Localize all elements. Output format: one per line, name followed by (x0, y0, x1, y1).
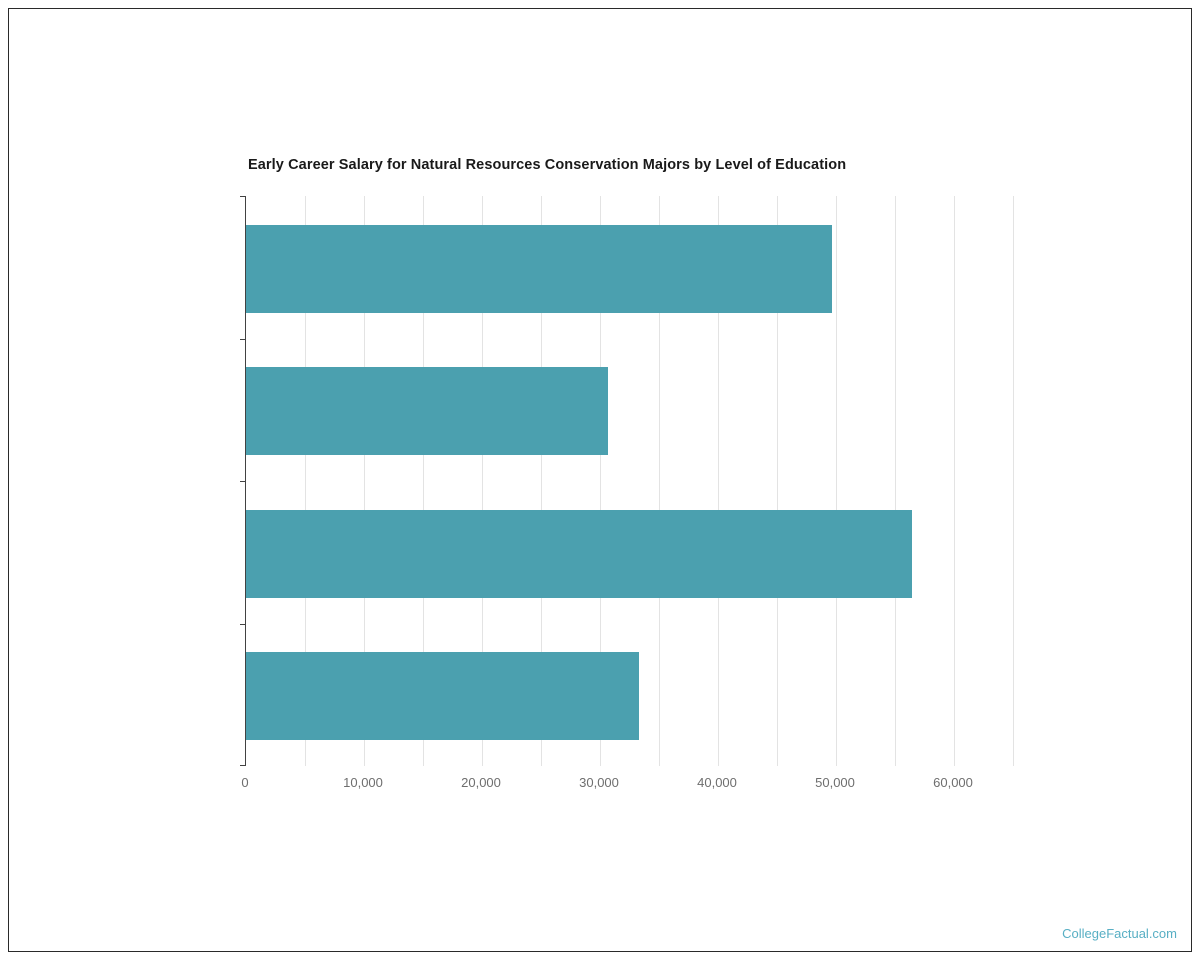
gridline (423, 196, 424, 766)
y-axis-tick (240, 481, 246, 482)
gridline (482, 196, 483, 766)
gridline (600, 196, 601, 766)
x-axis-labels: 0 10,000 20,000 30,000 40,000 50,000 60,000 (241, 775, 1012, 795)
chart-title: Early Career Salary for Natural Resource… (248, 157, 847, 173)
gridline (1013, 196, 1014, 766)
bar (246, 367, 609, 456)
gridline (777, 196, 778, 766)
watermark-link[interactable]: CollegeFactual.com (1062, 926, 1177, 941)
y-axis-tick (240, 338, 246, 340)
gridline (954, 196, 955, 766)
y-axis-tick (240, 196, 246, 197)
gridline (305, 196, 306, 766)
y-axis-tick (240, 623, 246, 625)
gridline (541, 196, 542, 766)
x-axis-tick-label: 50,000 (815, 775, 855, 790)
plot-area (240, 196, 1014, 766)
x-axis-tick-label: 40,000 (697, 775, 737, 790)
y-axis-tick (240, 765, 246, 766)
gridline (364, 196, 365, 766)
bar (246, 652, 639, 741)
gridline (895, 196, 896, 766)
gridline (659, 196, 660, 766)
chart-frame: Early Career Salary for Natural Resource… (8, 8, 1192, 952)
gridline (836, 196, 837, 766)
bar (246, 509, 912, 598)
x-axis-tick-label: 30,000 (579, 775, 619, 790)
gridline (718, 196, 719, 766)
x-axis-tick-label: 20,000 (461, 775, 501, 790)
x-axis-tick-label: 10,000 (343, 775, 383, 790)
x-axis-tick-label: 0 (241, 775, 249, 790)
bar (246, 224, 833, 313)
x-axis-tick-label: 60,000 (933, 775, 973, 790)
